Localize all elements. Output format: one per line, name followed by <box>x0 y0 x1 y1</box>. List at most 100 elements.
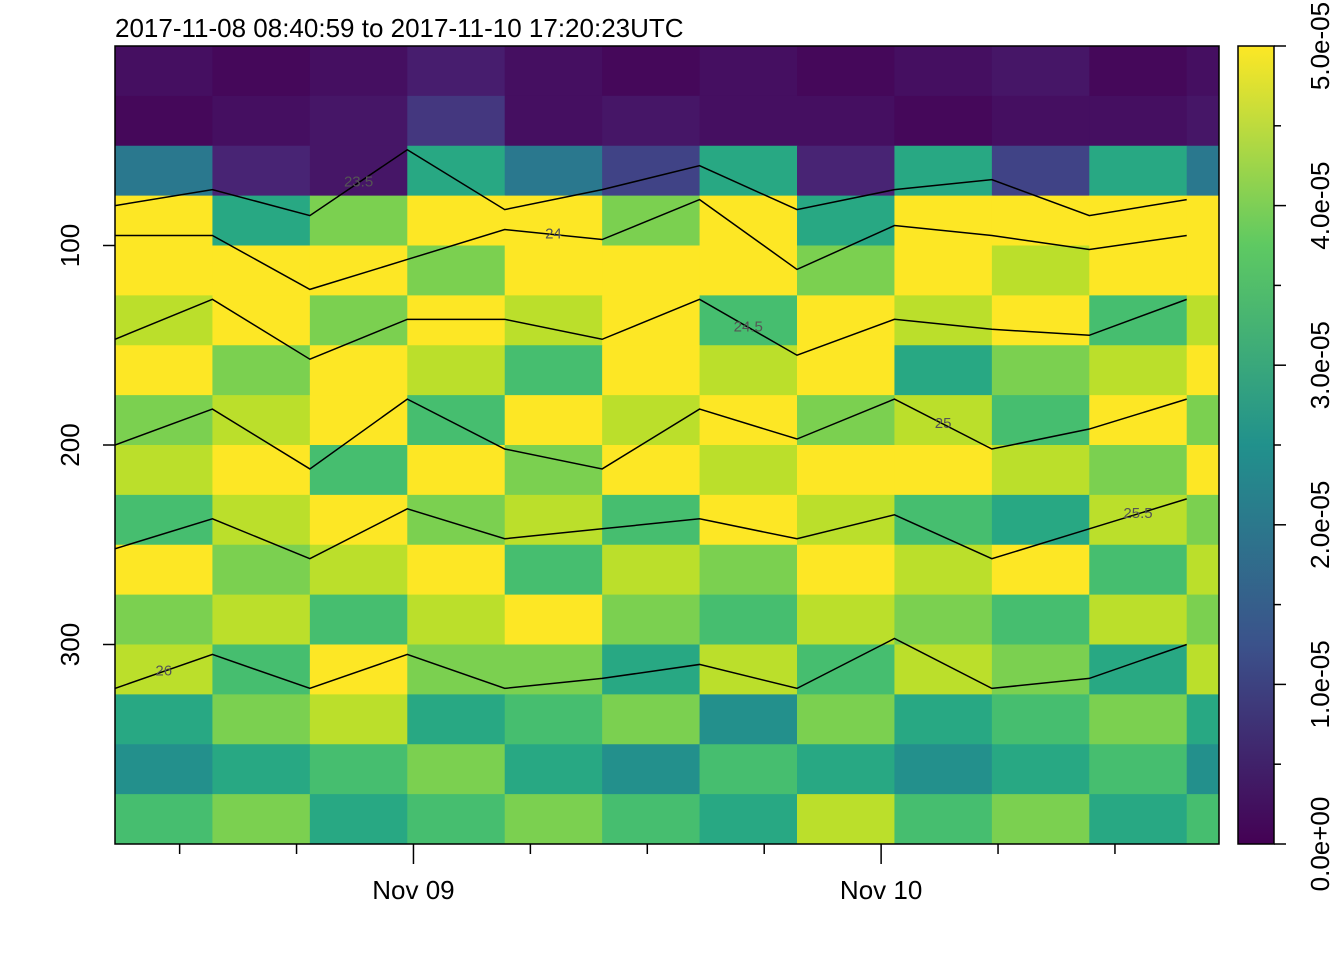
colorbar <box>1237 45 1275 845</box>
heat-cell <box>309 195 408 246</box>
heat-cell <box>699 494 798 546</box>
heat-cell <box>699 95 798 147</box>
heat-cell <box>1089 295 1188 346</box>
x-tick-label: Nov 10 <box>840 875 922 905</box>
heat-cell <box>1186 46 1219 97</box>
heat-cell <box>309 145 408 197</box>
heat-cell <box>212 345 311 396</box>
heat-cell <box>115 744 213 795</box>
heat-cell <box>602 345 701 396</box>
heat-cell <box>991 195 1090 246</box>
heat-cell <box>1186 245 1219 296</box>
contour-label: 26 <box>155 662 172 679</box>
heat-cell <box>797 494 895 546</box>
heat-cell <box>602 195 701 246</box>
heat-cell <box>504 145 603 197</box>
heat-cell <box>991 445 1090 496</box>
contour-label: 25 <box>935 415 952 432</box>
heat-cell <box>115 145 213 197</box>
heat-cell <box>699 644 798 695</box>
heat-cell <box>407 594 506 645</box>
heat-cell <box>212 794 311 844</box>
heat-cell <box>991 694 1090 745</box>
heat-cell <box>894 644 993 695</box>
heat-cell <box>1186 195 1219 246</box>
contour-line <box>115 498 1187 560</box>
heat-cell <box>1186 395 1219 446</box>
heat-cell <box>991 46 1090 97</box>
heat-cell <box>991 794 1090 844</box>
heat-cell <box>504 794 603 844</box>
heat-cell <box>212 295 311 346</box>
heat-cell <box>309 395 408 446</box>
heat-cell <box>797 195 895 246</box>
heat-cell <box>407 544 506 596</box>
heat-cell <box>699 544 798 596</box>
heat-cell <box>1089 195 1188 246</box>
heat-cell <box>699 395 798 446</box>
heat-cell <box>602 445 701 496</box>
heat-cell <box>309 594 408 645</box>
heat-cell <box>407 46 506 97</box>
heat-cell <box>1186 544 1219 596</box>
heat-cell <box>991 395 1090 446</box>
heat-cell <box>797 445 895 496</box>
heat-cell <box>407 644 506 695</box>
heat-cell <box>797 694 895 745</box>
heat-cell <box>504 744 603 795</box>
heat-cell <box>115 644 213 695</box>
heat-cell <box>797 295 895 346</box>
heat-cell <box>699 245 798 296</box>
heat-cell <box>699 694 798 745</box>
contour-label: 24 <box>545 225 562 242</box>
heat-cell <box>1186 694 1219 745</box>
heat-cell <box>1186 95 1219 147</box>
heat-cell <box>115 694 213 745</box>
heat-cell <box>115 295 213 346</box>
heat-cell <box>309 644 408 695</box>
heat-cell <box>602 145 701 197</box>
contour-line <box>115 198 1187 291</box>
heat-cell <box>407 295 506 346</box>
colorbar-tick-label: 1.0e-05 <box>1305 640 1335 728</box>
heat-cell <box>602 245 701 296</box>
heat-cell <box>115 594 213 645</box>
contour-line <box>115 298 1187 361</box>
heat-cell <box>602 295 701 346</box>
heat-cell <box>602 95 701 147</box>
heat-cell <box>407 345 506 396</box>
heat-cell <box>309 46 408 97</box>
heat-cell <box>212 445 311 496</box>
heat-cell <box>212 644 311 695</box>
heat-cell <box>212 744 311 795</box>
heat-cell <box>1089 345 1188 396</box>
heat-cell <box>602 594 701 645</box>
contour-line <box>115 398 1187 470</box>
colorbar-tick-label: 5.0e-05 <box>1305 2 1335 90</box>
heat-cell <box>797 395 895 446</box>
heat-cell <box>894 46 993 97</box>
heat-cell <box>212 145 311 197</box>
heat-cell <box>407 694 506 745</box>
heat-cell <box>212 494 311 546</box>
heat-cell <box>894 445 993 496</box>
heat-cell <box>991 95 1090 147</box>
y-tick-label: 200 <box>55 423 85 466</box>
heat-cell <box>1186 594 1219 645</box>
heat-cell <box>309 694 408 745</box>
heat-cell <box>699 445 798 496</box>
heat-cell <box>1186 295 1219 346</box>
heat-cell <box>1089 544 1188 596</box>
heat-cell <box>1089 644 1188 695</box>
heat-cell <box>797 145 895 197</box>
heat-cell <box>115 445 213 496</box>
heat-cell <box>894 345 993 396</box>
heat-cell <box>309 544 408 596</box>
heat-cell <box>504 544 603 596</box>
heat-cell <box>991 544 1090 596</box>
heat-cell <box>212 245 311 296</box>
heat-cell <box>212 694 311 745</box>
heat-cell <box>212 46 311 97</box>
colorbar-tick-label: 4.0e-05 <box>1305 162 1335 250</box>
heat-cell <box>115 245 213 296</box>
